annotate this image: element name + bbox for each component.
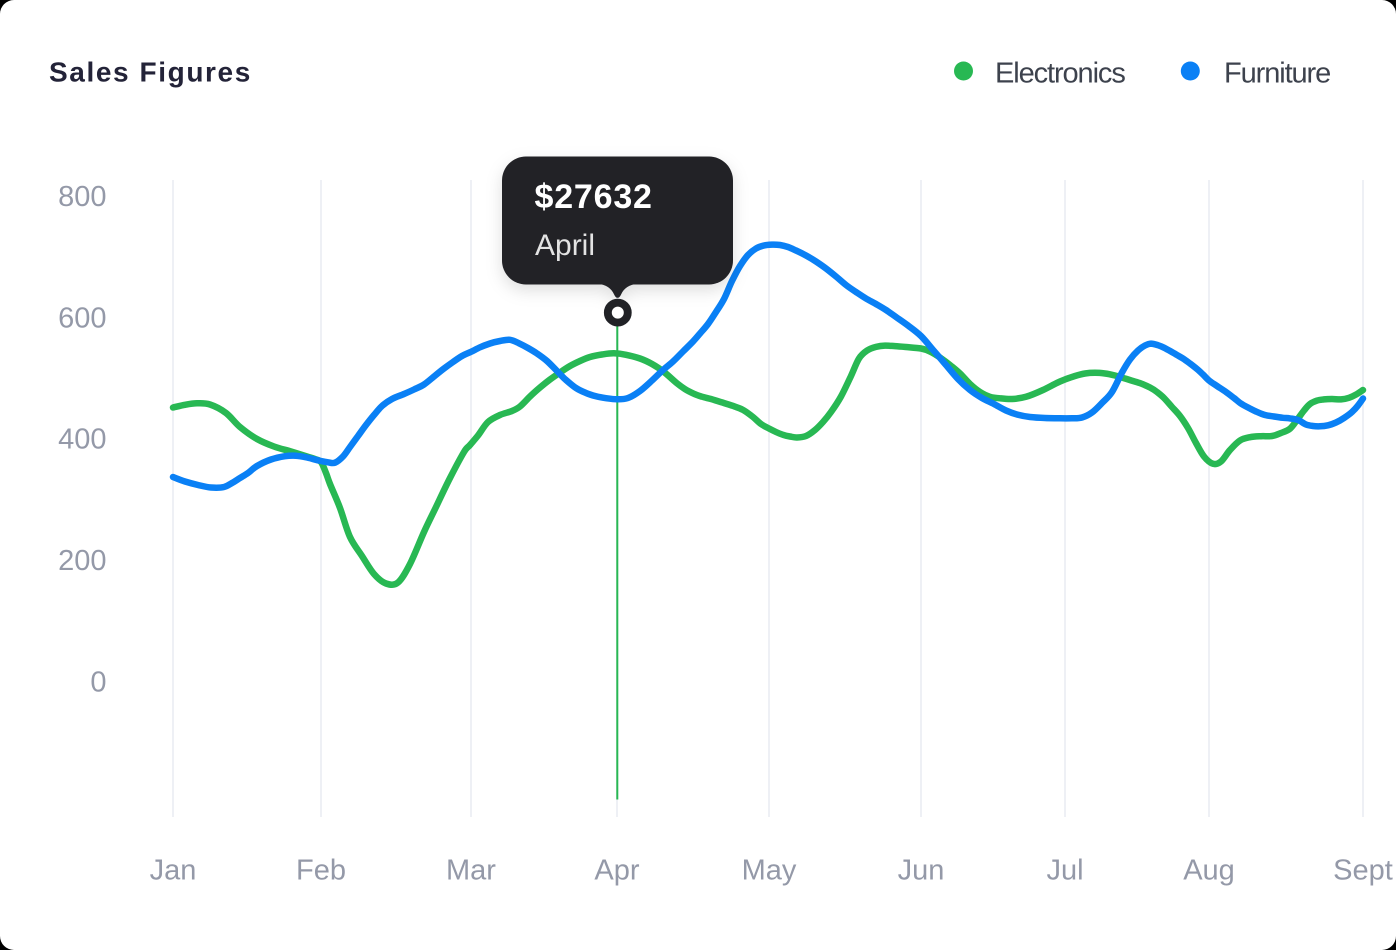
svg-text:Jan: Jan [150,855,197,887]
svg-text:800: 800 [58,181,106,213]
svg-text:Sales Figures: Sales Figures [49,57,252,88]
svg-text:Jul: Jul [1046,855,1083,887]
svg-text:400: 400 [58,424,106,456]
svg-text:Aug: Aug [1183,855,1235,887]
svg-text:April: April [535,229,595,262]
svg-text:Apr: Apr [594,855,639,887]
svg-text:200: 200 [58,545,106,577]
svg-text:Feb: Feb [296,855,346,887]
svg-text:Jun: Jun [898,855,945,887]
svg-text:600: 600 [58,302,106,334]
svg-text:Sept: Sept [1333,855,1393,887]
svg-text:0: 0 [90,667,106,699]
svg-text:Electronics: Electronics [995,57,1125,89]
svg-text:Mar: Mar [446,855,496,887]
svg-text:Furniture: Furniture [1224,57,1330,89]
svg-text:May: May [742,855,797,887]
svg-text:$27632: $27632 [535,178,653,216]
